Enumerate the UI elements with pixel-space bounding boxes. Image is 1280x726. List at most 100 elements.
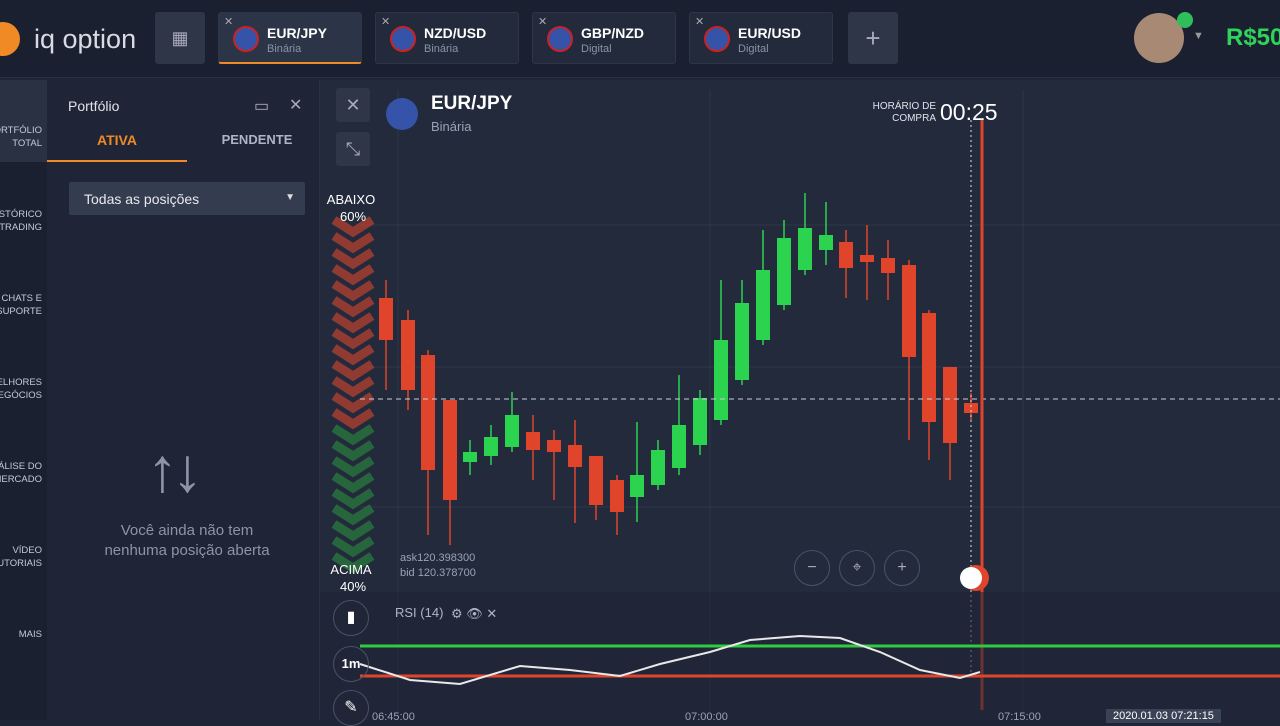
close[interactable]: ✕ — [381, 16, 391, 28]
candle-body — [589, 456, 603, 505]
tab-kind: Binária — [424, 43, 459, 55]
close[interactable]: ✕ — [695, 16, 705, 28]
zoom-out[interactable]: − — [794, 550, 830, 586]
candle-body — [922, 313, 936, 422]
time-label: 06:45:00 — [372, 711, 415, 723]
chevron — [331, 408, 375, 430]
chevron — [331, 296, 375, 318]
active-item-bg — [0, 80, 47, 162]
tab-pair: EUR/JPY — [267, 25, 327, 41]
chevron — [331, 248, 375, 270]
top-bar: iq option ▦ ✕ EUR/JPY Binária ✕ NZD/USD Biná… — [0, 0, 1280, 78]
chevron — [331, 456, 375, 478]
filter-label: Todas as posições — [84, 191, 200, 207]
tab-active[interactable]: ATIVA — [47, 124, 187, 162]
tab-pair: NZD/USD — [424, 25, 487, 41]
below-label: ABAIXO — [326, 192, 376, 207]
zoom-in[interactable]: + — [884, 550, 920, 586]
timer-icon — [960, 567, 982, 589]
chevron — [331, 520, 375, 542]
candle-body — [651, 450, 665, 485]
candle-body — [505, 415, 519, 447]
candle-body — [547, 440, 561, 452]
grid-button[interactable]: ▦ — [155, 12, 205, 64]
asset-tab[interactable]: ✕ NZD/USD Binária — [375, 12, 519, 64]
chevron — [331, 552, 375, 574]
sidebar-item[interactable]: HISTÓRICO DE TRADING — [0, 209, 42, 233]
panel-title: Portfólio — [68, 98, 120, 114]
flag — [704, 26, 730, 52]
draw-tool[interactable]: ✎ — [333, 690, 369, 726]
sidebar-item[interactable]: MAIS — [18, 629, 42, 640]
asset-tab[interactable]: ✕ GBP/NZD Digital — [532, 12, 676, 64]
chevron — [331, 360, 375, 382]
portfolio-panel: Portfólio ▭ ✕ ATIVA PENDENTE Todas as po… — [47, 80, 320, 720]
collapse[interactable]: ⤡ — [336, 132, 370, 166]
filter-select[interactable]: Todas as posições ▼ — [69, 182, 305, 215]
above-label: ACIMA — [330, 562, 372, 577]
tab-pair: GBP/NZD — [581, 25, 644, 41]
tab-kind: Digital — [581, 43, 612, 55]
above-pct: 40% — [339, 579, 367, 594]
close-chart[interactable]: ✕ — [336, 88, 370, 122]
sidebar: PORTFÓLIO TOTAL HISTÓRICO DE TRADING CHA… — [0, 80, 47, 720]
candle-body — [568, 445, 582, 467]
avatar[interactable] — [1134, 13, 1184, 63]
candle-body — [839, 242, 853, 268]
candles — [379, 193, 978, 545]
chevron — [331, 280, 375, 302]
minimize[interactable]: ▭ — [254, 98, 270, 115]
sidebar-item[interactable]: PORTFÓLIO TOTAL — [0, 125, 42, 149]
tab-kind: Digital — [738, 43, 769, 55]
candle-body — [714, 340, 728, 420]
asset-tab[interactable]: ✕ EUR/JPY Binária — [218, 12, 362, 64]
time-label: 07:15:00 — [998, 711, 1041, 723]
below-pct: 60% — [339, 209, 367, 224]
select-arrow: ▼ — [285, 192, 295, 203]
timeframe[interactable]: 1m — [333, 646, 369, 682]
sidebar-item[interactable]: ANÁLISE DO MERCADO — [0, 461, 42, 485]
chart-type[interactable]: ▮ — [333, 600, 369, 636]
flag — [233, 26, 259, 52]
time-label: 07:00:00 — [685, 711, 728, 723]
rsi-line — [359, 634, 981, 686]
verified-badge — [1177, 12, 1193, 28]
candle-body — [672, 425, 686, 468]
sidebar-item[interactable]: MELHORES NEGÓCIOS — [0, 377, 42, 401]
candle-body — [401, 320, 415, 390]
chevron — [331, 536, 375, 558]
chevron — [331, 472, 375, 494]
candle-body — [881, 258, 895, 273]
balance[interactable]: R$50 — [1226, 24, 1280, 51]
purchase-time-label: HORÁRIO DE COMPRA — [872, 101, 936, 124]
candle-body — [379, 298, 393, 340]
dropdown-arrow[interactable]: ▼ — [1193, 30, 1204, 42]
candle-body — [902, 265, 916, 357]
pair-kind: Binária — [431, 119, 472, 134]
chevron — [331, 232, 375, 254]
rsi-panel — [320, 592, 1280, 720]
sidebar-item[interactable]: VÍDEO TUTORIAIS — [0, 545, 42, 569]
add-tab[interactable]: + — [848, 12, 898, 64]
candle-body — [421, 355, 435, 470]
tab-pending[interactable]: PENDENTE — [221, 132, 293, 147]
center-view[interactable]: ⌖ — [839, 550, 875, 586]
candle-body — [484, 437, 498, 456]
asset-tab[interactable]: ✕ EUR/USD Digital — [689, 12, 833, 64]
sidebar-item[interactable]: CHATS E SUPORTE — [0, 293, 42, 317]
logo[interactable]: iq option — [34, 24, 137, 54]
indicator-settings[interactable]: ⚙ 👁 ✕ — [451, 606, 498, 621]
chevron — [331, 488, 375, 510]
close[interactable]: ✕ — [538, 16, 548, 28]
pair-name[interactable]: EUR/JPY — [431, 93, 513, 114]
close[interactable]: ✕ — [224, 16, 234, 28]
candle-body — [610, 480, 624, 512]
candle-body — [964, 403, 978, 413]
close-panel[interactable]: ✕ — [289, 97, 303, 114]
direction-indicator — [331, 216, 375, 574]
flag — [390, 26, 416, 52]
chevron — [331, 312, 375, 334]
purchase-time: 00:25 — [940, 99, 998, 125]
candle-body — [735, 303, 749, 380]
